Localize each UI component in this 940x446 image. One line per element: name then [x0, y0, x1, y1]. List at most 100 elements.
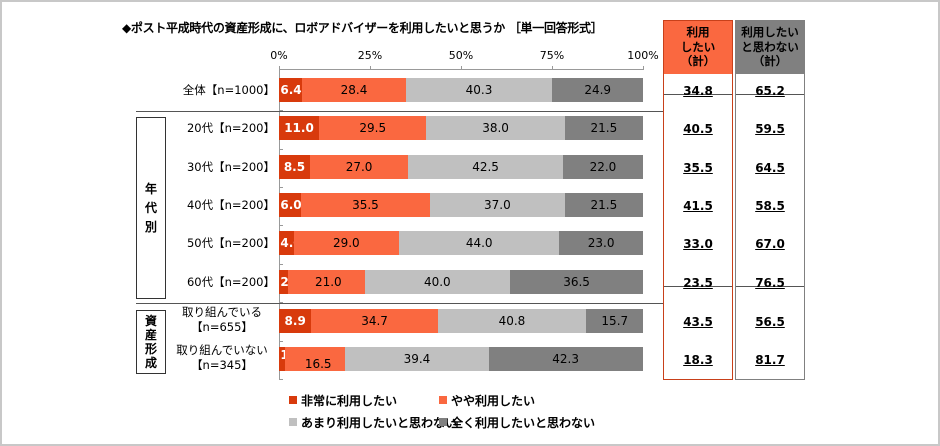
summary-divider [736, 94, 804, 95]
bar-data-label: 8.9 [284, 314, 306, 328]
bar-seg-very-much [279, 347, 286, 371]
bar-seg-not-at-all [510, 270, 643, 294]
bar-data-label: 21.5 [590, 198, 618, 212]
bar-seg-not-much [399, 231, 560, 255]
bar-seg-not-much [408, 155, 563, 179]
summary-header-line: （計） [680, 54, 716, 68]
bar-data-label: 40.0 [423, 275, 451, 289]
bar-seg-very-much [279, 270, 289, 294]
row-label: 60代【n=200】 [186, 275, 275, 289]
summary-value: 76.5 [755, 276, 785, 290]
section-label-char: 年 [144, 182, 157, 196]
x-tick-label: 75% [539, 49, 565, 62]
bar-data-label: 16.5 [304, 357, 332, 371]
section-label-char: 成 [144, 356, 157, 370]
row-label-n: 【n=345】 [191, 358, 253, 372]
summary-header-line: 利用 [686, 25, 710, 39]
x-tick-label: 0% [270, 49, 288, 62]
bar-seg-somewhat [302, 78, 406, 102]
legend-item: あまり利用したいと思わない [289, 414, 457, 431]
summary-value: 58.5 [755, 199, 785, 213]
section-label-char: 資 [144, 314, 157, 328]
section-divider [136, 303, 664, 304]
summary-value: 33.0 [683, 237, 713, 251]
bar-seg-very-much [279, 116, 320, 140]
x-tick-label: 100% [627, 49, 659, 62]
summary-column-header: 利用 したい （計） [664, 21, 732, 74]
row-label-n: 【n=655】 [191, 320, 253, 334]
chart-title: ◆ポスト平成時代の資産形成に、ロボアドバイザーを利用したいと思うか ［単一回答形… [122, 21, 603, 35]
legend-label: 全く利用したいと思わない [451, 416, 596, 430]
bar-data-label: 24.9 [584, 83, 612, 97]
bar-seg-not-much [405, 78, 553, 102]
x-tick-label: 50% [448, 49, 474, 62]
bar-seg-very-much [279, 78, 303, 102]
bar-seg-very-much [279, 193, 301, 217]
bar-seg-somewhat [288, 270, 365, 294]
row-label: 50代【n=200】 [186, 236, 275, 250]
summary-value: 65.2 [755, 84, 785, 98]
summary-value: 35.5 [683, 161, 713, 175]
legend-swatch [289, 396, 297, 404]
summary-value: 43.5 [683, 315, 713, 329]
row-label: 20代【n=200】 [186, 121, 275, 135]
legend-item: やや利用したい [439, 392, 535, 409]
bar-data-label: 42.5 [472, 160, 499, 174]
summary-header-line: と思わない [741, 39, 799, 54]
bar-data-label: 34.7 [361, 314, 388, 328]
legend-label: やや利用したい [451, 394, 536, 408]
summary-value: 67.0 [755, 237, 785, 251]
summary-header-line: したい [680, 39, 716, 54]
bar-data-label: 40.3 [465, 83, 493, 97]
bar-seg-not-at-all [564, 116, 643, 140]
bar-seg-not-at-all [559, 231, 643, 255]
bar-seg-very-much [279, 231, 294, 255]
summary-value: 23.5 [683, 276, 713, 290]
legend-label: 非常に利用したい [301, 394, 398, 408]
row-label-line: 取り組んでいる [182, 305, 262, 319]
row-label: 取り組んでいない 【n=345】 [167, 343, 277, 373]
section-box-asset: 資産形成 [136, 310, 166, 374]
bar-seg-somewhat [309, 155, 409, 179]
bar-data-label: 23.0 [587, 236, 615, 250]
bar-seg-somewhat [311, 309, 438, 333]
bar-seg-very-much [279, 155, 310, 179]
bar-data-label: 8.5 [283, 160, 306, 174]
bar-data-label: 15.7 [601, 314, 629, 328]
summary-value: 41.5 [683, 199, 713, 213]
row-label: 全体【n=1000】 [182, 83, 275, 97]
bar-data-label: 27.0 [345, 160, 373, 174]
summary-header-line: （計） [752, 54, 788, 68]
bar-seg-not-at-all [562, 155, 643, 179]
bar-data-label: 35.5 [352, 198, 379, 212]
x-tick-label: 25% [357, 49, 383, 62]
bar-seg-not-much [345, 347, 489, 371]
legend-label: あまり利用したいと思わない [301, 416, 458, 430]
legend-swatch [439, 418, 447, 426]
section-box-age: 年代別 [136, 117, 166, 299]
legend-swatch [289, 418, 297, 426]
summary-column-not-use: 利用したい と思わない （計） 65.2 59.5 64.5 58.5 67.0 76.5 56.… [735, 20, 805, 380]
row-label: 取り組んでいる 【n=655】 [167, 305, 277, 335]
summary-value: 64.5 [755, 161, 785, 175]
bar-seg-not-at-all [488, 347, 643, 371]
bar-data-label: 28.4 [340, 83, 368, 97]
summary-divider [664, 94, 732, 95]
legend-swatch [439, 396, 447, 404]
bar-seg-not-much [426, 116, 565, 140]
bar-data-label: 21.0 [314, 275, 342, 289]
bar-seg-not-much [430, 193, 565, 217]
bar-seg-not-much [364, 270, 511, 294]
row-label: 30代【n=200】 [186, 160, 275, 174]
summary-value: 34.8 [683, 84, 713, 98]
legend-item: 非常に利用したい [289, 392, 397, 409]
bar-seg-somewhat [285, 347, 346, 371]
row-label: 40代【n=200】 [186, 198, 275, 212]
summary-header-line: 利用したい [741, 25, 799, 39]
bar-data-label: 39.4 [403, 352, 431, 366]
bar-seg-not-at-all [552, 78, 643, 102]
bar-seg-somewhat [293, 231, 400, 255]
section-label-char: 産 [144, 328, 157, 342]
bar-data-label: 6.4 [280, 83, 302, 97]
section-label-char: 形 [144, 342, 157, 356]
